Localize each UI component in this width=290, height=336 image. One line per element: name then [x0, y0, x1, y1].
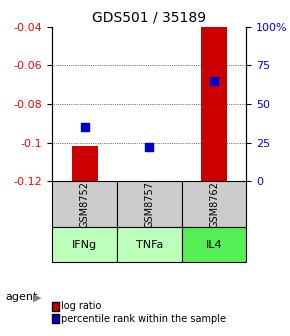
Text: GSM8762: GSM8762 [209, 181, 219, 228]
Text: percentile rank within the sample: percentile rank within the sample [61, 314, 226, 324]
FancyBboxPatch shape [52, 227, 117, 262]
Text: GSM8757: GSM8757 [144, 181, 154, 228]
FancyBboxPatch shape [52, 181, 117, 227]
Point [212, 78, 216, 84]
Point [82, 124, 87, 130]
Bar [201, 27, 227, 181]
Text: agent: agent [6, 292, 38, 302]
Text: ▶: ▶ [33, 292, 42, 302]
Text: IL4: IL4 [206, 240, 222, 250]
FancyBboxPatch shape [117, 227, 182, 262]
FancyBboxPatch shape [182, 181, 246, 227]
Text: log ratio: log ratio [61, 301, 101, 311]
FancyBboxPatch shape [182, 227, 246, 262]
Text: IFNg: IFNg [72, 240, 97, 250]
Bar [72, 146, 97, 181]
Bar [136, 181, 162, 185]
Point [147, 144, 152, 150]
Text: TNFa: TNFa [136, 240, 163, 250]
FancyBboxPatch shape [117, 181, 182, 227]
Text: GSM8752: GSM8752 [79, 181, 90, 228]
Title: GDS501 / 35189: GDS501 / 35189 [92, 10, 206, 24]
